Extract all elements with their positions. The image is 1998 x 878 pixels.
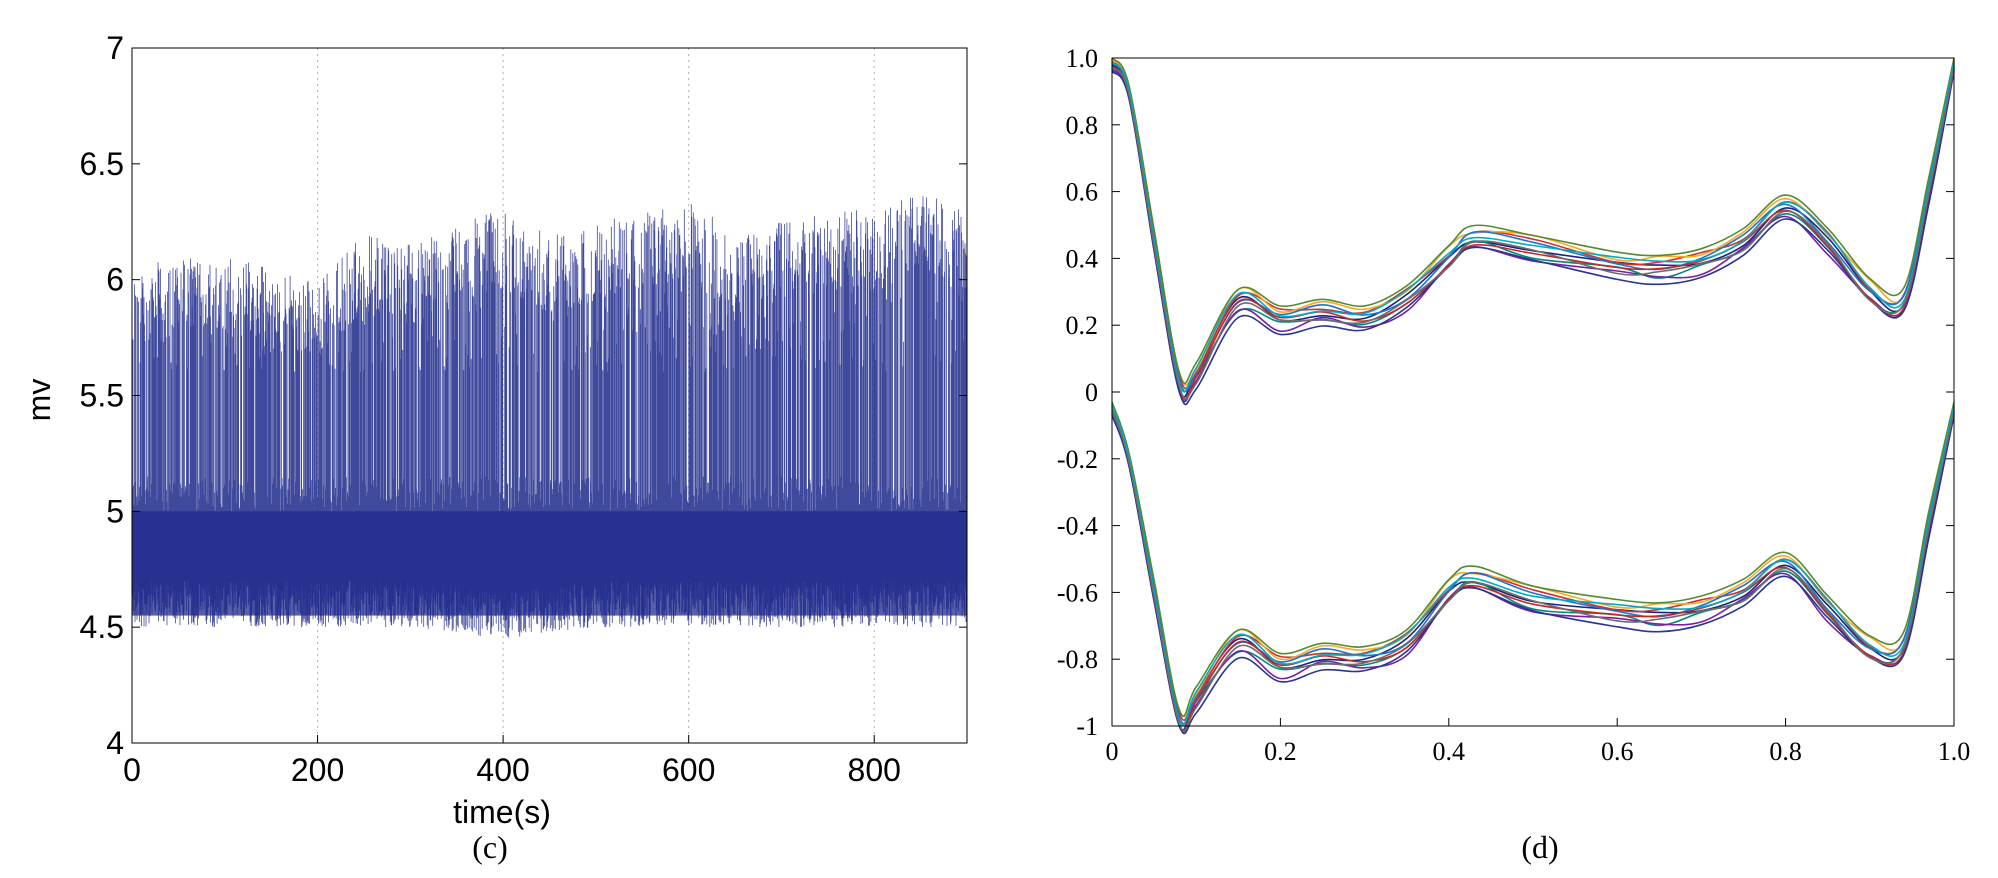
panel-d-y-tick-label: -1 — [1076, 712, 1098, 741]
panel-d-y-tick-label: 0.6 — [1066, 178, 1099, 207]
panel-c-y-tick-label: 6.5 — [80, 146, 124, 182]
panel-c-grid — [317, 48, 875, 743]
panel-d-lower-waveform — [1111, 405, 1955, 727]
panel-c-x-tick-label: 0 — [123, 752, 141, 788]
panel-c-chart: 0 200 400 600 800 4 4.5 5 5.5 6 6.5 7 time(s) mv (… — [21, 30, 968, 865]
panel-d-y-axis: 1.0 0.8 0.6 0.4 0.2 0 -0.2 -0.4 -0.6 -0.8 -1 — [1057, 44, 1954, 741]
panel-c-y-tick-label: 4 — [106, 725, 124, 761]
panel-c-label: (c) — [472, 829, 508, 865]
panel-d-y-tick-label: 0.4 — [1066, 244, 1099, 273]
panel-d-y-tick-label: 0.2 — [1066, 311, 1099, 340]
panel-c-y-axis: 4 4.5 5 5.5 6 6.5 7 — [80, 30, 967, 761]
panel-c-baseline-band — [132, 511, 967, 616]
panel-d-x-tick-label: 0.6 — [1601, 737, 1634, 766]
panel-c-x-axis: 0 200 400 600 800 — [123, 735, 901, 788]
panel-c-signal — [131, 196, 968, 638]
panel-d-y-tick-label: 0.8 — [1066, 111, 1099, 140]
panel-d-x-tick-label: 0.2 — [1264, 737, 1297, 766]
panel-d-label: (d) — [1521, 829, 1558, 865]
panel-d-x-tick-label: 0.8 — [1769, 737, 1802, 766]
panel-d-upper-waveform — [1111, 66, 1955, 401]
panel-d-x-tick-label: 1.0 — [1938, 737, 1971, 766]
panel-c-x-tick-label: 200 — [291, 752, 344, 788]
panel-d-y-tick-label: 0 — [1085, 378, 1098, 407]
panel-d-upper-waveform — [1111, 57, 1955, 385]
panel-c-x-tick-label: 600 — [662, 752, 715, 788]
panel-c-y-tick-label: 5 — [106, 493, 124, 529]
panel-d-lower-waveform — [1111, 410, 1955, 732]
panel-c-x-tick-label: 400 — [476, 752, 529, 788]
panel-c-x-axis-label: time(s) — [453, 794, 551, 830]
panel-d-chart: 0 0.2 0.4 0.6 0.8 1.0 1.0 0.8 0.6 0.4 0.2 0 -0.2 -0.… — [1057, 44, 1970, 865]
panel-d-lower-waveform — [1111, 401, 1955, 717]
panel-d-y-tick-label: -0.8 — [1057, 645, 1098, 674]
panel-d-x-tick-label: 0.4 — [1433, 737, 1466, 766]
panel-d-y-tick-label: 1.0 — [1066, 44, 1099, 73]
panel-d-y-tick-label: -0.2 — [1057, 445, 1098, 474]
panel-d-y-tick-label: -0.4 — [1057, 512, 1098, 541]
panel-c-y-axis-label: mv — [21, 379, 57, 422]
panel-c-y-tick-label: 7 — [106, 30, 124, 66]
panel-d-x-tick-label: 0 — [1106, 737, 1119, 766]
panel-d-x-axis: 0 0.2 0.4 0.6 0.8 1.0 — [1106, 718, 1971, 766]
panel-c-y-tick-label: 5.5 — [80, 378, 124, 414]
panel-c-x-tick-label: 800 — [848, 752, 901, 788]
panel-d-upper-waveform — [1111, 62, 1955, 393]
panel-d-waveforms — [1111, 57, 1955, 735]
panel-d-lower-waveform — [1111, 406, 1955, 725]
panel-d-upper-waveform — [1111, 61, 1955, 393]
panel-d-y-tick-label: -0.6 — [1057, 578, 1098, 607]
panel-c-y-tick-label: 6 — [106, 262, 124, 298]
panel-c-y-tick-label: 4.5 — [80, 609, 124, 645]
